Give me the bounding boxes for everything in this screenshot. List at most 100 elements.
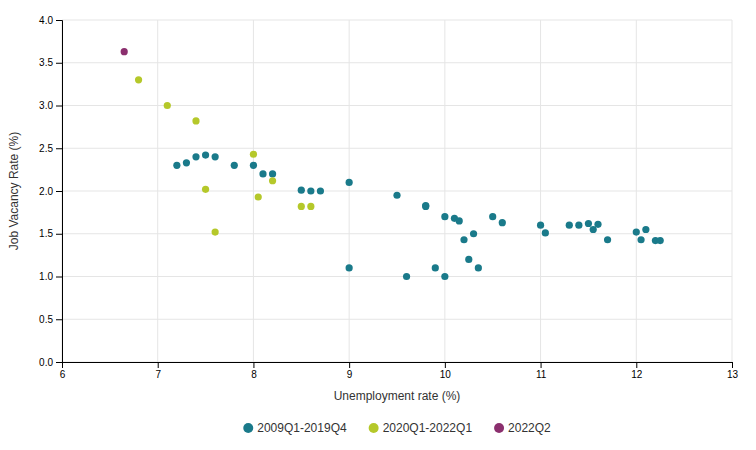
point bbox=[298, 203, 305, 210]
y-tick-label: 3.0 bbox=[39, 100, 53, 111]
legend-label: 2020Q1-2022Q1 bbox=[383, 421, 473, 435]
y-tick-label: 3.5 bbox=[39, 57, 53, 68]
legend-item: 2009Q1-2019Q4 bbox=[243, 421, 347, 435]
x-tick: 6 bbox=[60, 362, 66, 380]
point bbox=[393, 192, 400, 199]
series-points bbox=[135, 76, 314, 235]
point bbox=[307, 187, 314, 194]
point bbox=[566, 222, 573, 229]
x-tick: 9 bbox=[347, 362, 353, 380]
x-tick-label: 11 bbox=[536, 369, 547, 380]
point bbox=[298, 187, 305, 194]
point bbox=[173, 162, 180, 169]
x-tick-mark bbox=[636, 362, 637, 368]
point bbox=[269, 170, 276, 177]
point bbox=[403, 273, 410, 280]
point bbox=[212, 228, 219, 235]
y-tick-mark bbox=[56, 277, 62, 278]
y-tick-label: 4.0 bbox=[39, 15, 53, 26]
x-tick-mark bbox=[349, 362, 350, 368]
legend-swatch bbox=[369, 423, 379, 433]
x-tick-label: 8 bbox=[251, 369, 257, 380]
point bbox=[422, 203, 429, 210]
grid-line-y bbox=[62, 105, 732, 106]
y-tick-mark bbox=[56, 234, 62, 235]
y-tick-label: 0.5 bbox=[39, 314, 53, 325]
y-tick: 3.0 bbox=[39, 100, 62, 111]
point bbox=[642, 226, 649, 233]
point bbox=[475, 264, 482, 271]
grid-line-y bbox=[62, 62, 732, 63]
point bbox=[637, 236, 644, 243]
y-tick-mark bbox=[56, 20, 62, 21]
y-tick: 0.5 bbox=[39, 314, 62, 325]
y-tick-mark bbox=[56, 362, 62, 363]
x-tick-mark bbox=[158, 362, 159, 368]
point bbox=[202, 186, 209, 193]
grid-line-y bbox=[62, 233, 732, 234]
point bbox=[250, 162, 257, 169]
y-tick-mark bbox=[56, 319, 62, 320]
point bbox=[317, 187, 324, 194]
series-points bbox=[173, 151, 664, 280]
point bbox=[269, 177, 276, 184]
x-tick: 12 bbox=[631, 362, 643, 380]
point bbox=[594, 221, 601, 228]
y-tick: 1.0 bbox=[39, 271, 62, 282]
x-tick-label: 10 bbox=[440, 369, 452, 380]
point bbox=[537, 222, 544, 229]
x-axis: 6 7 8 9 10 11 12 13 bbox=[60, 362, 739, 380]
points bbox=[121, 48, 664, 280]
y-tick-mark bbox=[56, 191, 62, 192]
legend: 2009Q1-2019Q4 2020Q1-2022Q1 2022Q2 bbox=[243, 421, 551, 435]
y-tick-label: 2.0 bbox=[39, 186, 53, 197]
x-tick: 8 bbox=[251, 362, 257, 380]
legend-swatch bbox=[494, 423, 504, 433]
point bbox=[460, 236, 467, 243]
x-tick-mark bbox=[445, 362, 446, 368]
x-tick-label: 9 bbox=[347, 369, 353, 380]
point bbox=[202, 151, 209, 158]
point bbox=[489, 213, 496, 220]
y-tick-mark bbox=[56, 63, 62, 64]
x-tick-mark bbox=[732, 362, 733, 368]
y-tick: 0.0 bbox=[39, 357, 62, 368]
x-tick-label: 6 bbox=[60, 369, 66, 380]
point bbox=[164, 102, 171, 109]
y-axis-title: Job Vacancy Rate (%) bbox=[7, 132, 21, 251]
point bbox=[456, 217, 463, 224]
y-tick-label: 1.0 bbox=[39, 271, 53, 282]
point bbox=[192, 153, 199, 160]
x-tick-label: 7 bbox=[155, 369, 161, 380]
y-tick: 2.5 bbox=[39, 143, 62, 154]
point bbox=[575, 222, 582, 229]
x-tick: 13 bbox=[727, 362, 739, 380]
point bbox=[441, 273, 448, 280]
grid-line-y bbox=[62, 148, 732, 149]
y-tick-label: 2.5 bbox=[39, 143, 53, 154]
point bbox=[465, 256, 472, 263]
point bbox=[346, 264, 353, 271]
x-tick: 11 bbox=[536, 362, 547, 380]
point bbox=[250, 151, 257, 158]
y-tick-mark bbox=[56, 106, 62, 107]
x-axis-line bbox=[63, 363, 733, 369]
plot-area: 6 7 8 9 10 11 12 13 0.0 0.5 1.0 1.5 2.0 2.5 3.0 3.5 4.0 bbox=[39, 15, 738, 380]
y-tick: 1.5 bbox=[39, 228, 62, 239]
x-axis-title: Unemployment rate (%) bbox=[334, 389, 461, 403]
point bbox=[346, 179, 353, 186]
series-points bbox=[121, 48, 128, 55]
point bbox=[499, 219, 506, 226]
y-tick: 2.0 bbox=[39, 186, 62, 197]
legend-label: 2022Q2 bbox=[508, 421, 551, 435]
x-tick-label: 12 bbox=[631, 369, 643, 380]
point bbox=[255, 193, 262, 200]
x-tick-mark bbox=[541, 362, 542, 368]
point bbox=[307, 203, 314, 210]
point bbox=[135, 76, 142, 83]
x-tick-mark bbox=[253, 362, 254, 368]
point bbox=[585, 220, 592, 227]
y-tick-mark bbox=[56, 148, 62, 149]
point bbox=[121, 48, 128, 55]
x-tick: 10 bbox=[440, 362, 452, 380]
